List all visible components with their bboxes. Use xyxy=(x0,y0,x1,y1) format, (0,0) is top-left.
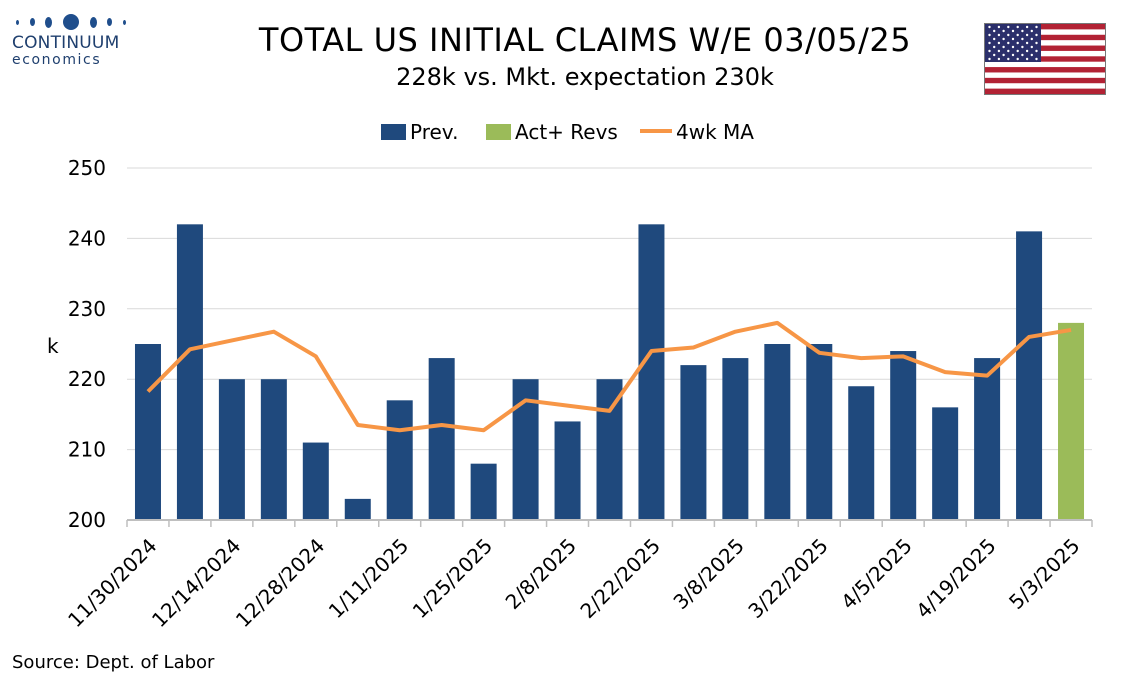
y-tick-label: 230 xyxy=(68,297,106,321)
x-tick-label: 12/28/2024 xyxy=(231,534,329,632)
bar-prev xyxy=(428,358,455,520)
bar-prev xyxy=(218,379,245,520)
x-tick-label: 12/14/2024 xyxy=(147,534,245,632)
x-tick-label: 1/25/2025 xyxy=(408,534,497,623)
x-tick-label: 11/30/2024 xyxy=(63,534,161,632)
logo: CONTINUUM economics xyxy=(12,14,137,68)
x-tick-label: 1/11/2025 xyxy=(324,534,413,623)
y-tick-label: 200 xyxy=(68,508,106,532)
bar-prev xyxy=(176,224,203,520)
us-flag-icon xyxy=(984,23,1106,95)
axes xyxy=(126,519,1093,527)
legend-label-ma: 4wk MA xyxy=(676,120,754,144)
bar-prev xyxy=(134,344,161,520)
legend: Prev. Act+ Revs 4wk MA xyxy=(381,120,754,144)
chart-title: TOTAL US INITIAL CLAIMS W/E 03/05/25 xyxy=(258,21,912,59)
legend-label-prev: Prev. xyxy=(410,120,458,144)
bar-prev xyxy=(680,365,707,520)
bar-prev xyxy=(596,379,623,520)
bar-prev xyxy=(638,224,665,520)
bar-prev xyxy=(722,358,749,520)
y-tick-label: 210 xyxy=(68,438,106,462)
y-tick-label: 240 xyxy=(68,226,106,250)
bar-act-revs xyxy=(1058,322,1085,520)
bar-prev xyxy=(932,407,959,520)
bar-prev xyxy=(554,421,581,520)
legend-swatch-prev xyxy=(381,124,406,140)
y-tick-labels: 200 210 220 230 240 250 xyxy=(68,156,106,532)
legend-label-act: Act+ Revs xyxy=(515,120,618,144)
bar-prev xyxy=(344,498,371,520)
logo-sub: economics xyxy=(12,52,102,68)
moving-average-line xyxy=(146,320,1072,433)
bar-prev xyxy=(386,400,413,520)
bar-prev xyxy=(302,442,329,520)
logo-name: CONTINUUM xyxy=(12,33,120,53)
legend-swatch-act xyxy=(486,124,511,140)
chart-subtitle: 228k vs. Mkt. expectation 230k xyxy=(396,63,774,91)
bar-prev xyxy=(890,351,917,520)
bar-prev xyxy=(1016,231,1043,521)
y-tick-label: 220 xyxy=(68,367,106,391)
bar-prev xyxy=(848,386,875,520)
bar-prev xyxy=(470,463,497,520)
bar-prev xyxy=(260,379,287,520)
series-4wk-ma xyxy=(146,320,1072,433)
bar-prev xyxy=(974,358,1001,520)
x-tick-label: 5/3/2025 xyxy=(1004,534,1084,614)
bar-prev xyxy=(764,344,791,520)
y-tick-label: 250 xyxy=(68,156,106,180)
source-note: Source: Dept. of Labor xyxy=(12,652,215,673)
x-tick-label: 4/5/2025 xyxy=(836,534,916,614)
x-tick-label: 4/19/2025 xyxy=(911,534,1000,623)
x-tick-label: 3/8/2025 xyxy=(668,534,748,614)
x-tick-label: 2/8/2025 xyxy=(501,534,581,614)
x-tick-label: 2/22/2025 xyxy=(575,534,664,623)
x-tick-label: 3/22/2025 xyxy=(743,534,832,623)
x-tick-labels: 11/30/202412/14/202412/28/20241/11/20251… xyxy=(63,534,1085,632)
logo-dots xyxy=(16,14,126,30)
y-axis-label: k xyxy=(47,334,59,358)
bar-prev xyxy=(806,344,833,520)
